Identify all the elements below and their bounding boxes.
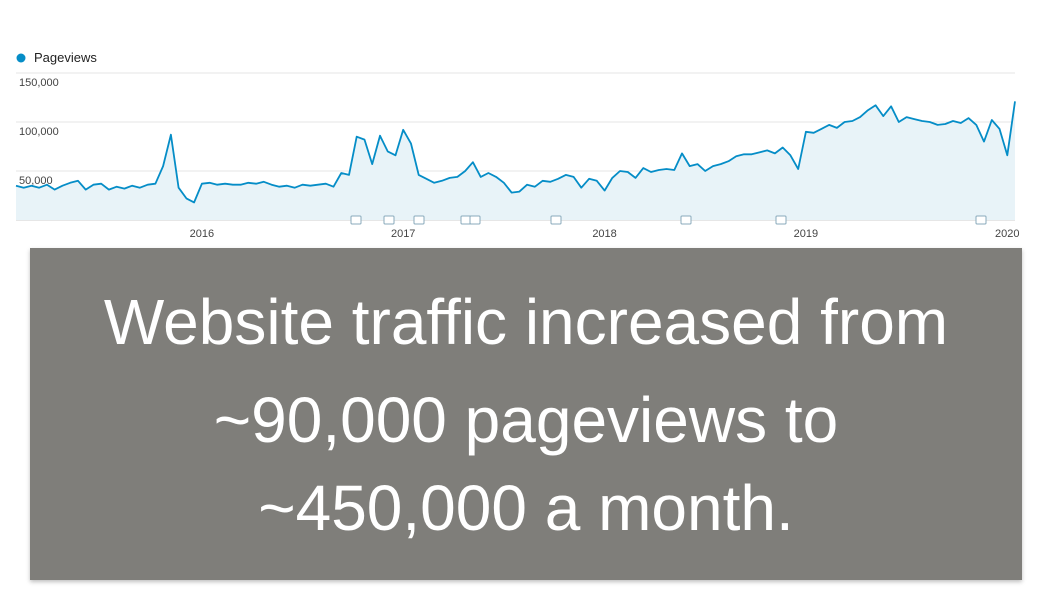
area — [16, 101, 1015, 220]
annotation-icons — [350, 215, 987, 225]
overlay-text: ~90,000 pageviews to — [213, 384, 839, 456]
chart: 50,000 100,000 150,000 2016 2017 2018 2019 2020… — [15, 50, 1019, 240]
x-tick-label: 2017 — [391, 228, 415, 240]
overlay-text: Website traffic increased from — [103, 286, 949, 358]
overlay-text: ~450,000 a month. — [258, 472, 794, 544]
x-tick-label: 2018 — [592, 228, 616, 240]
line — [15, 101, 1016, 204]
legend-label: Pageviews — [34, 50, 97, 65]
y-tick-label: 50,000 — [19, 175, 53, 187]
overlay-box: Website traffic increased from ~90,000 p… — [30, 248, 1022, 580]
x-tick-label: 2019 — [794, 228, 818, 240]
plot: 50,000 100,000 150,000 2016 2017 2018 2019 2020… — [15, 50, 1019, 240]
x-tick-label: 2020 — [995, 228, 1019, 240]
y-tick-label: 100,000 — [19, 126, 59, 138]
y-tick-label: 150,000 — [19, 77, 59, 89]
legend-marker — [16, 53, 26, 63]
x-tick-label: 2016 — [190, 228, 214, 240]
